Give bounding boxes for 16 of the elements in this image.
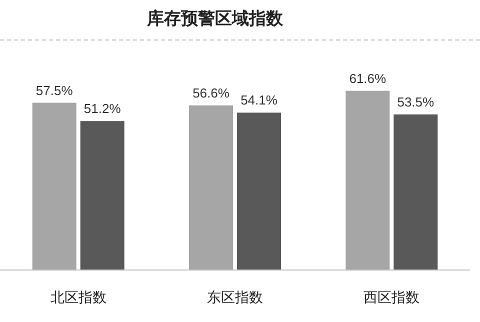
bar bbox=[32, 102, 76, 270]
bar bbox=[80, 121, 124, 270]
x-tick-label: 北区指数 bbox=[50, 289, 106, 305]
data-label: 51.2% bbox=[84, 101, 122, 116]
bar bbox=[346, 90, 390, 270]
data-label: 54.1% bbox=[240, 92, 278, 108]
x-tick-label: 西区指数 bbox=[364, 289, 420, 305]
data-label: 61.6% bbox=[349, 70, 387, 86]
data-label: 56.6% bbox=[192, 85, 230, 100]
bar bbox=[189, 105, 233, 270]
chart-title: 库存预警区域指数 bbox=[146, 9, 284, 28]
bar bbox=[237, 112, 281, 270]
data-label: 57.5% bbox=[36, 82, 74, 98]
bar bbox=[394, 114, 438, 270]
data-label: 53.5% bbox=[397, 94, 435, 110]
x-tick-label: 东区指数 bbox=[207, 289, 263, 305]
